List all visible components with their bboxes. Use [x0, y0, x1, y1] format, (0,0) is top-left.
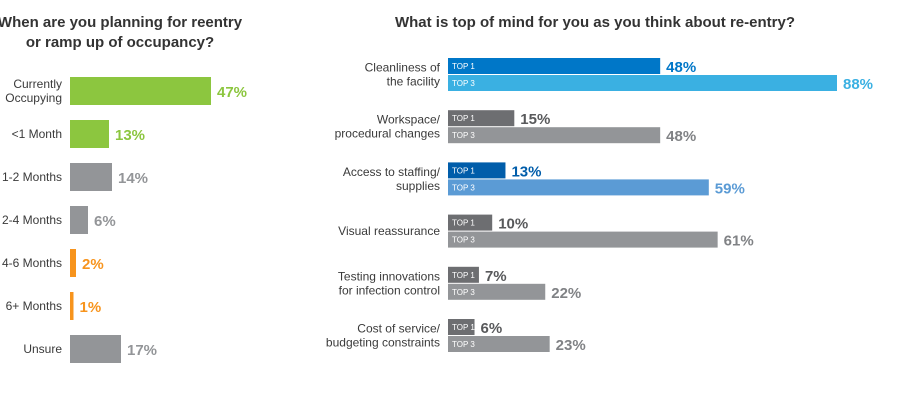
top1-bar-tag: TOP 1 [452, 62, 475, 71]
timing-category-label: 1-2 Months [2, 170, 62, 184]
top3-bar-tag: TOP 3 [452, 183, 475, 192]
top1-bar-0 [448, 58, 661, 74]
timing-value-label: 13% [115, 127, 145, 144]
timing-category-label: Unsure [23, 342, 62, 356]
top1-bar-1 [448, 110, 515, 127]
timing-category-label: Currently [13, 77, 62, 91]
timing-bar-0 [70, 77, 211, 105]
top1-bar-tag: TOP 1 [452, 323, 475, 332]
top3-value-label: 59% [715, 180, 745, 197]
top1-value-label: 13% [511, 163, 541, 180]
timing-value-label: 47% [217, 84, 247, 101]
timing-category-label: 2-4 Months [2, 213, 62, 227]
top1-value-label: 15% [520, 111, 550, 128]
top3-bar-5 [448, 336, 550, 352]
timing-value-label: 1% [80, 299, 102, 316]
top1-bar-3 [448, 214, 493, 231]
topofmind-category-label: for infection control [339, 283, 440, 297]
top1-value-label: 10% [498, 216, 528, 233]
topofmind-category-label: budgeting constraints [326, 336, 440, 350]
top3-value-label: 22% [551, 285, 581, 302]
topofmind-category-label: supplies [396, 179, 440, 193]
top1-bar-tag: TOP 1 [452, 219, 475, 228]
top1-bar-tag: TOP 1 [452, 114, 475, 123]
top3-bar-0 [448, 75, 837, 91]
topofmind-category-label: Cleanliness of [365, 61, 441, 75]
timing-category-label: 6+ Months [6, 299, 62, 313]
top1-bar-5 [448, 319, 475, 335]
top3-value-label: 23% [556, 337, 586, 354]
topofmind-category-label: Cost of service/ [357, 322, 440, 336]
top3-bar-tag: TOP 3 [452, 236, 475, 245]
top3-bar-tag: TOP 3 [452, 288, 475, 297]
top3-bar-tag: TOP 3 [452, 79, 475, 88]
timing-bar-6 [70, 335, 121, 363]
topofmind-category-label: procedural changes [335, 127, 440, 141]
reentry-timing-chart: When are you planning for reentry or ramp… [0, 14, 247, 363]
top3-value-label: 61% [724, 233, 754, 250]
timing-value-label: 6% [94, 213, 116, 230]
top3-bar-tag: TOP 3 [452, 131, 475, 140]
timing-category-label: <1 Month [12, 127, 62, 141]
top1-value-label: 48% [666, 59, 696, 76]
top1-value-label: 7% [485, 268, 507, 285]
topofmind-category-label: Workspace/ [377, 113, 441, 127]
timing-value-label: 14% [118, 170, 148, 187]
timing-bar-2 [70, 163, 112, 191]
timing-category-label: 4-6 Months [2, 256, 62, 270]
left-chart-title-line: When are you planning for reentry [0, 14, 243, 31]
top-of-mind-chart: What is top of mind for you as you think… [326, 14, 873, 354]
timing-bar-3 [70, 206, 88, 234]
topofmind-category-label: Access to staffing/ [343, 165, 441, 179]
top3-bar-2 [448, 179, 709, 196]
top3-value-label: 48% [666, 128, 696, 145]
timing-value-label: 2% [82, 256, 104, 273]
topofmind-category-label: Testing innovations [338, 269, 440, 283]
left-chart-title-line: or ramp up of occupancy? [26, 34, 214, 51]
top3-bar-1 [448, 127, 661, 144]
top1-bar-2 [448, 162, 506, 179]
timing-value-label: 17% [127, 342, 157, 359]
timing-bar-5 [70, 292, 74, 320]
top1-bar-tag: TOP 1 [452, 166, 475, 175]
right-chart-title: What is top of mind for you as you think… [395, 14, 795, 31]
topofmind-category-label: Visual reassurance [338, 224, 440, 238]
timing-bar-4 [70, 249, 76, 277]
top1-value-label: 6% [481, 320, 503, 337]
top1-bar-tag: TOP 1 [452, 271, 475, 280]
top3-value-label: 88% [843, 76, 873, 93]
top3-bar-4 [448, 283, 546, 300]
top1-bar-4 [448, 266, 479, 283]
timing-category-label: Occupying [5, 91, 62, 105]
top3-bar-tag: TOP 3 [452, 340, 475, 349]
topofmind-category-label: the facility [387, 75, 440, 89]
top3-bar-3 [448, 231, 718, 248]
timing-bar-1 [70, 120, 109, 148]
